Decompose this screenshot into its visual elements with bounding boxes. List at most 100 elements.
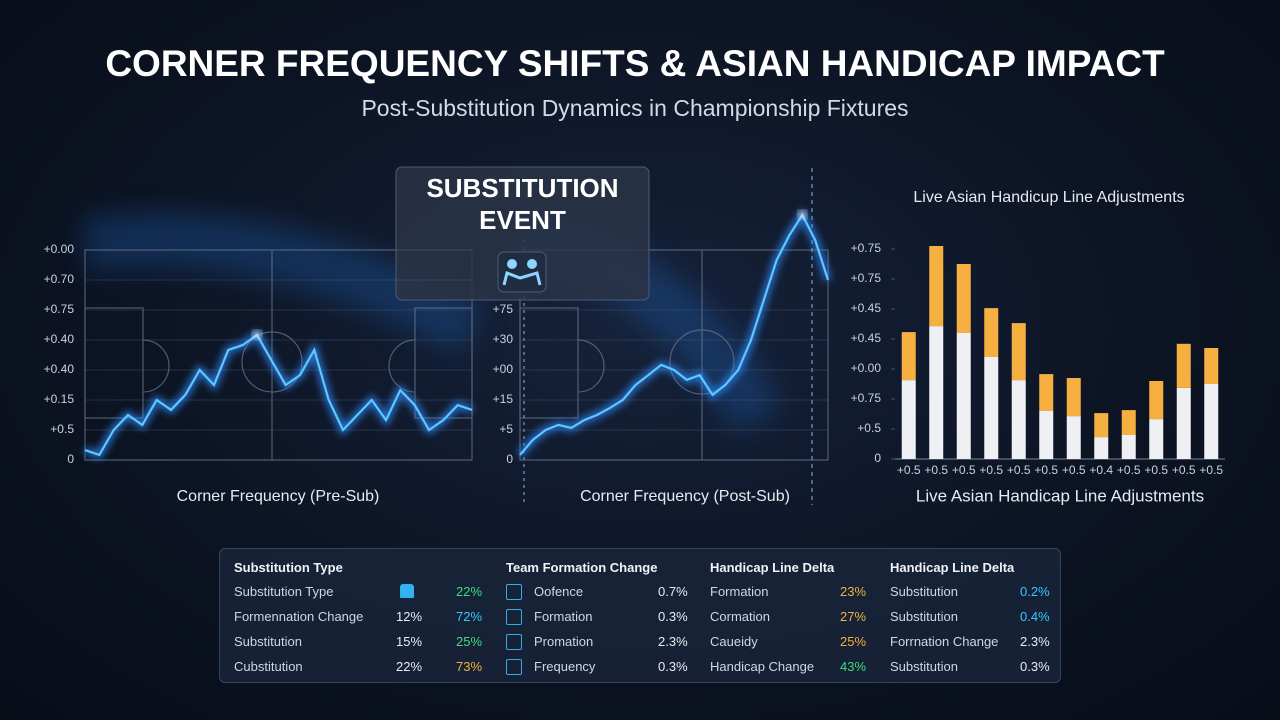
chart-caption: Live Asian Handicap Line Adjustments xyxy=(916,486,1204,505)
y-tick-label: +0.5 xyxy=(50,422,74,436)
sub-icon-part xyxy=(502,270,542,286)
bar-segment xyxy=(1176,387,1191,459)
y-tick-label: +0.70 xyxy=(44,272,75,286)
table-row: Promation 2.3% xyxy=(506,629,688,654)
bar-segment xyxy=(1094,437,1109,459)
sub-icon xyxy=(497,251,547,293)
table-row: Substitution 0.3% xyxy=(890,654,1060,679)
data-table: Substitution Type Substitution Type 22% For… xyxy=(219,548,1061,683)
y-tick-label: +0.75 xyxy=(851,391,882,405)
bar-segment xyxy=(1176,343,1191,388)
column-header: Handicap Line Delta xyxy=(710,560,835,575)
cell-label: Formation xyxy=(710,584,769,599)
y-tick-label: +0.40 xyxy=(44,332,75,346)
y-tick-label: +0.15 xyxy=(44,392,75,406)
x-tick-label: +0.5 xyxy=(952,463,976,477)
table-column: Handicap Line Delta Formation 23% Cormation… xyxy=(710,557,880,679)
y-tick-label: +00 xyxy=(493,362,514,376)
row-icon xyxy=(506,659,522,675)
x-tick-label: +0.5 xyxy=(1199,463,1223,477)
cell-value: 27% xyxy=(840,609,867,624)
subtitle: Post-Substitution Dynamics in Championsh… xyxy=(361,95,908,121)
y-tick-label: +0.75 xyxy=(851,241,882,255)
cell-value: 23% xyxy=(840,584,867,599)
y-tick-label: +0.45 xyxy=(851,301,882,315)
row-icon xyxy=(400,584,414,598)
cell-label: Substitution xyxy=(890,659,958,674)
row-icon xyxy=(506,584,522,600)
bar-segment xyxy=(929,326,944,459)
cell-value: 72% xyxy=(456,609,483,624)
cell-label: Cubstitution xyxy=(234,659,303,674)
column-header: Team Formation Change xyxy=(506,560,658,575)
bar-segment xyxy=(1204,348,1219,384)
callout-wrap: SUBSTITUTION EVENT xyxy=(426,173,619,235)
cell-label: Formennation Change xyxy=(234,609,364,624)
bar-segment xyxy=(1066,416,1081,459)
table-row: Handicap Change 43% xyxy=(710,654,880,679)
column-header: Substitution Type xyxy=(234,560,343,575)
bar-segment xyxy=(1039,374,1054,411)
sub-icon-part xyxy=(527,259,537,269)
callout: SUBSTITUTION EVENT xyxy=(426,173,619,235)
cell-value: 0.3% xyxy=(658,609,688,624)
cell-value: 0.4% xyxy=(1020,609,1050,624)
cell-value: 25% xyxy=(456,634,483,649)
bar-segment xyxy=(984,308,999,357)
pitch-post xyxy=(519,249,829,461)
chart-caption: Corner Frequency (Pre-Sub) xyxy=(177,488,380,505)
line xyxy=(519,212,830,456)
y-tick-label: +15 xyxy=(493,392,514,406)
bar-segment xyxy=(1149,381,1164,420)
cell-value: 0.3% xyxy=(658,659,688,674)
y-tick-label: +5 xyxy=(499,422,513,436)
chart-caption: Corner Frequency (Post-Sub) xyxy=(580,488,790,505)
table-row: Substitution Type 22% xyxy=(234,579,489,604)
table-row: Forrnation Change 2.3% xyxy=(890,629,1060,654)
table-row: Formennation Change 12% 72% xyxy=(234,604,489,629)
bar-segment xyxy=(1039,411,1054,459)
x-tick-label: +0.5 xyxy=(1144,463,1168,477)
cell-value: 43% xyxy=(840,659,867,674)
y-tick-label: +0.45 xyxy=(851,331,882,345)
row-icon xyxy=(506,609,522,625)
cell-value: 0.2% xyxy=(1020,584,1050,599)
cell-label: Promation xyxy=(534,634,594,649)
y-tick-label: +0.00 xyxy=(851,361,882,375)
cell-value: 2.3% xyxy=(658,634,688,649)
cell-label: Oofence xyxy=(534,584,584,599)
bar-segment xyxy=(901,380,916,459)
bar-segment xyxy=(1011,323,1026,381)
table-column: Handicap Line Delta Substitution 0.2% Subst… xyxy=(890,557,1060,679)
y-tick-label: 0 xyxy=(506,452,513,466)
y-tick-label: 0 xyxy=(874,451,881,465)
bar-segment xyxy=(1204,384,1219,459)
y-tick-label: +0.00 xyxy=(44,242,75,256)
x-tick-label: +0.5 xyxy=(1034,463,1058,477)
cell-label: Formation xyxy=(534,609,593,624)
cell-label: Substitution xyxy=(234,634,302,649)
bar-segment xyxy=(956,264,971,333)
line xyxy=(84,333,473,457)
row-icon xyxy=(506,634,522,650)
cell-value: 25% xyxy=(840,634,867,649)
cell-value: 22% xyxy=(396,659,423,674)
bar-segment xyxy=(984,357,999,459)
cell-label: Substitution Type xyxy=(234,584,334,599)
bar-segment xyxy=(1121,435,1136,459)
x-tick-label: +0.5 xyxy=(897,463,921,477)
cell-value: 0.7% xyxy=(658,584,688,599)
peak-dot xyxy=(798,210,807,219)
y-tick-label: +75 xyxy=(493,302,514,316)
y-tick-label: 0 xyxy=(67,452,74,466)
bar-segment xyxy=(929,246,944,327)
cell-value: 73% xyxy=(456,659,483,674)
cell-label: Substitution xyxy=(890,609,958,624)
table-row: Substitution 0.2% xyxy=(890,579,1060,604)
bar-segment xyxy=(1149,419,1164,459)
sub-icon-part xyxy=(507,259,517,269)
x-tick-label: +0.5 xyxy=(1172,463,1196,477)
x-tick-label: +0.5 xyxy=(1007,463,1031,477)
table-row: Formation 0.3% xyxy=(506,604,688,629)
